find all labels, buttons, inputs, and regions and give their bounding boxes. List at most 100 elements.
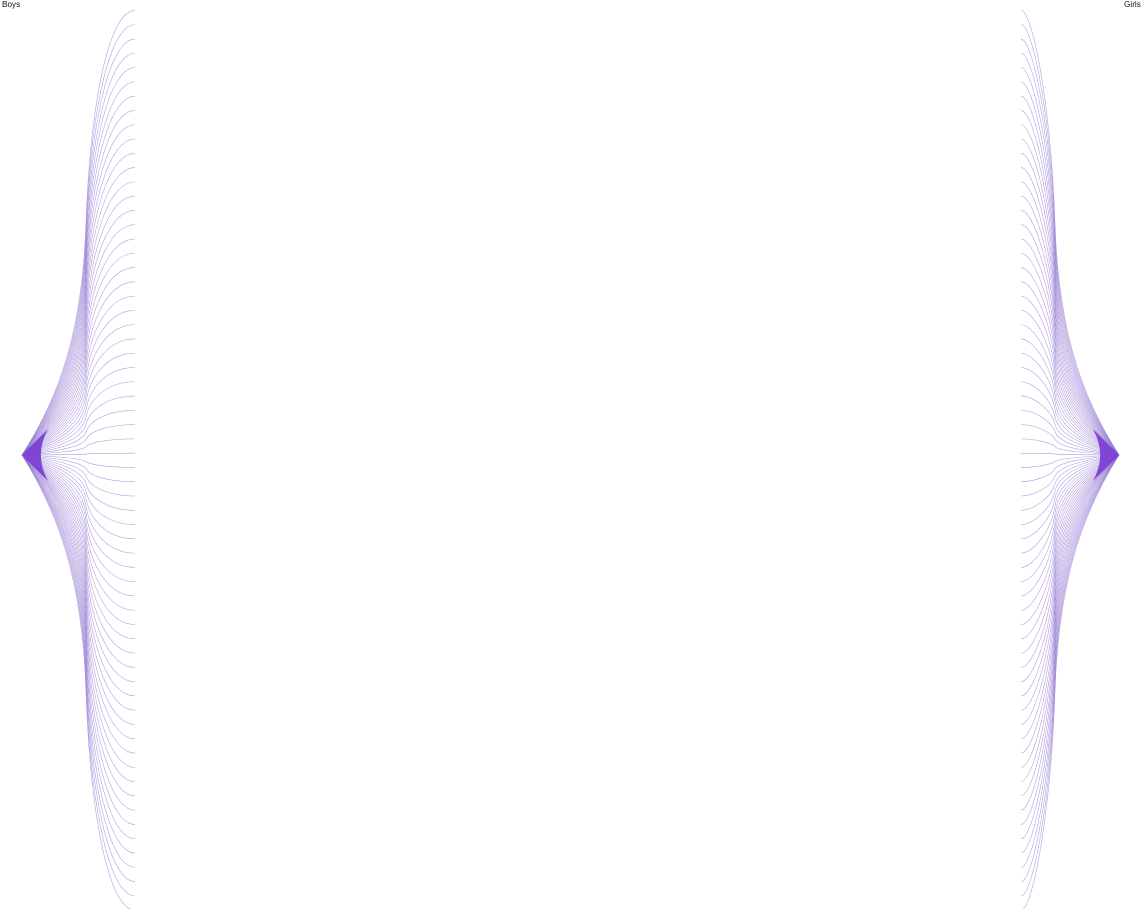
hub-label-boys[interactable]: Boys	[2, 0, 21, 9]
edge	[21, 110, 136, 456]
edge	[1020, 153, 1120, 456]
edge	[1020, 167, 1120, 456]
edge	[1020, 454, 1120, 668]
edge	[21, 181, 136, 456]
edge	[1020, 53, 1120, 456]
edge	[1020, 454, 1120, 868]
edge	[1020, 338, 1120, 456]
edge	[21, 395, 136, 456]
edge	[1020, 95, 1120, 456]
edge	[1020, 454, 1120, 511]
edge	[1020, 454, 1120, 625]
edge	[21, 53, 136, 456]
edge	[1020, 381, 1120, 456]
edge	[1020, 395, 1120, 456]
edge	[21, 267, 136, 456]
edge	[1020, 454, 1120, 882]
edge	[21, 454, 136, 625]
edge	[21, 252, 136, 456]
hub-apex	[1093, 429, 1119, 481]
edge	[1020, 452, 1120, 456]
edge	[1020, 454, 1120, 483]
edge	[21, 454, 136, 483]
edge	[21, 381, 136, 456]
edge	[21, 454, 136, 740]
hub-markers	[22, 429, 1119, 481]
edge	[21, 124, 136, 456]
edge	[1020, 424, 1120, 456]
edge	[21, 454, 136, 525]
edge	[1020, 310, 1120, 456]
edge	[21, 454, 136, 468]
edge	[1020, 454, 1120, 654]
edge	[1020, 267, 1120, 456]
edge	[1020, 110, 1120, 456]
edge	[21, 454, 136, 840]
left-bundle-edges	[21, 10, 136, 909]
edge	[21, 454, 136, 668]
edge	[21, 367, 136, 456]
edge	[21, 454, 136, 882]
edge	[1020, 454, 1120, 611]
edge	[21, 454, 136, 640]
edge	[21, 438, 136, 456]
edge	[1020, 454, 1120, 568]
edge	[21, 210, 136, 456]
edge	[1020, 224, 1120, 456]
edge	[1020, 454, 1120, 697]
edge	[1020, 10, 1120, 456]
edge	[21, 153, 136, 456]
edge	[21, 454, 136, 682]
edge	[1020, 438, 1120, 456]
edge	[1020, 181, 1120, 456]
edge	[1020, 454, 1120, 554]
edge	[1020, 124, 1120, 456]
edge	[21, 338, 136, 456]
edge	[21, 81, 136, 456]
edge	[21, 454, 136, 511]
edge	[1020, 454, 1120, 582]
edge	[21, 454, 136, 754]
edge	[21, 454, 136, 825]
edge	[1020, 454, 1120, 768]
edge	[21, 195, 136, 456]
edge	[21, 454, 136, 497]
edge	[21, 281, 136, 456]
edge	[1020, 454, 1120, 811]
edge	[1020, 38, 1120, 456]
edge	[1020, 352, 1120, 456]
right-bundle-edges	[1020, 10, 1120, 909]
edge	[1020, 210, 1120, 456]
edge	[1020, 454, 1120, 840]
edge	[1020, 410, 1120, 456]
edge	[21, 310, 136, 456]
hub-apex	[22, 429, 48, 481]
edge	[21, 295, 136, 456]
edge	[1020, 454, 1120, 711]
edge	[1020, 195, 1120, 456]
edge	[1020, 367, 1120, 456]
edge	[21, 238, 136, 456]
edge	[1020, 238, 1120, 456]
edge	[1020, 295, 1120, 456]
edge	[21, 454, 136, 768]
edge	[1020, 454, 1120, 725]
edge	[1020, 454, 1120, 825]
edge	[21, 454, 136, 697]
edge	[1020, 81, 1120, 456]
edge	[1020, 454, 1120, 897]
edge	[1020, 454, 1120, 468]
edge	[1020, 252, 1120, 456]
edge	[21, 454, 136, 725]
hub-label-girls[interactable]: Girls	[1124, 0, 1141, 9]
edge	[21, 410, 136, 456]
edge	[21, 454, 136, 568]
edge	[1022, 454, 1120, 909]
edge	[21, 38, 136, 456]
edge	[1020, 454, 1120, 497]
edge	[1020, 138, 1120, 456]
edge	[1020, 454, 1120, 754]
edge	[21, 224, 136, 456]
edge	[1020, 24, 1120, 456]
